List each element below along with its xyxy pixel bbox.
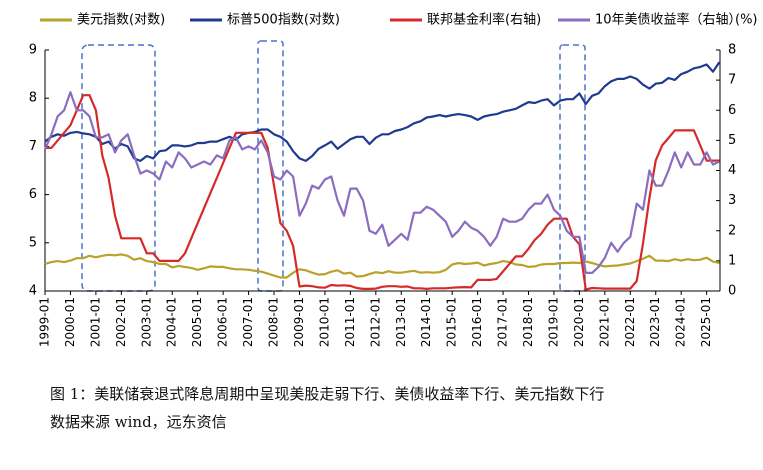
y-tick-label: 9 xyxy=(29,43,37,58)
y2-axis-label: (%) xyxy=(735,13,758,28)
x-tick-label: 2010-01 xyxy=(317,297,331,347)
x-tick-label: 2022-01 xyxy=(623,297,637,347)
x-tick-label: 2014-01 xyxy=(419,297,433,347)
x-tick-label: 2004-01 xyxy=(165,297,179,347)
y2-tick-label: 5 xyxy=(728,133,736,148)
x-tick-label: 2007-01 xyxy=(241,297,255,347)
x-tick-label: 2008-01 xyxy=(267,297,281,347)
x-tick-label: 2024-01 xyxy=(674,297,688,347)
y2-tick-label: 2 xyxy=(728,223,736,238)
y2-tick-label: 4 xyxy=(728,163,736,178)
y-tick-label: 8 xyxy=(29,91,37,106)
y-tick-label: 5 xyxy=(29,235,37,250)
x-tick-label: 2013-01 xyxy=(394,297,408,347)
x-tick-label: 2017-01 xyxy=(496,297,510,347)
x-tick-label: 2021-01 xyxy=(597,297,611,347)
x-tick-label: 2000-01 xyxy=(63,297,77,347)
x-tick-label: 2019-01 xyxy=(546,297,560,347)
highlight-box xyxy=(559,44,586,292)
x-tick-label: 2020-01 xyxy=(572,297,586,347)
y2-tick-label: 6 xyxy=(728,103,736,118)
x-tick-label: 2002-01 xyxy=(114,297,128,347)
y-tick-label: 7 xyxy=(29,139,37,154)
x-tick-label: 2018-01 xyxy=(521,297,535,347)
source: 数据来源 wind，远东资信 xyxy=(50,413,227,431)
x-tick-label: 2025-01 xyxy=(699,297,713,347)
x-tick-label: 2012-01 xyxy=(368,297,382,347)
y-tick-label: 6 xyxy=(29,187,37,202)
y2-tick-label: 0 xyxy=(728,284,736,299)
legend-label: 联邦基金利率(右轴) xyxy=(427,12,541,28)
series-line xyxy=(44,253,720,279)
y-tick-label: 4 xyxy=(29,284,37,299)
x-tick-label: 2016-01 xyxy=(470,297,484,347)
y2-tick-label: 1 xyxy=(728,253,736,268)
x-tick-label: 2009-01 xyxy=(292,297,306,347)
chart: (%) 4 5 6 7 8 9 0 1 2 3 4 5 6 7 8 1999-01 2000-01 2001-01… xyxy=(29,12,758,348)
series-line xyxy=(44,61,721,162)
x-tick-label: 2001-01 xyxy=(88,297,102,347)
x-tick-label: 2005-01 xyxy=(190,297,204,347)
x-tick-label: 1999-01 xyxy=(38,297,52,347)
legend-label: 10年美债收益率（右轴） xyxy=(595,12,742,28)
x-tick-label: 2015-01 xyxy=(445,297,459,347)
series-line xyxy=(43,91,720,274)
series-line xyxy=(45,94,720,291)
y2-tick-label: 7 xyxy=(728,73,736,88)
caption: 图 1：美联储衰退式降息周期中呈现美股走弱下行、美债收益率下行、美元指数下行 xyxy=(50,385,605,403)
y2-tick-label: 8 xyxy=(728,43,736,58)
legend-label: 美元指数(对数) xyxy=(77,13,165,28)
y2-tick-label: 3 xyxy=(728,193,736,208)
recession-highlights xyxy=(81,40,586,292)
legend-label: 标普500指数(对数) xyxy=(227,13,340,28)
x-tick-label: 2011-01 xyxy=(343,297,357,347)
x-tick-label: 2003-01 xyxy=(139,297,153,347)
x-tick-label: 2006-01 xyxy=(216,297,230,347)
caption-block: 图 1：美联储衰退式降息周期中呈现美股走弱下行、美债收益率下行、美元指数下行 数… xyxy=(10,382,757,434)
x-tick-label: 2023-01 xyxy=(648,297,662,347)
